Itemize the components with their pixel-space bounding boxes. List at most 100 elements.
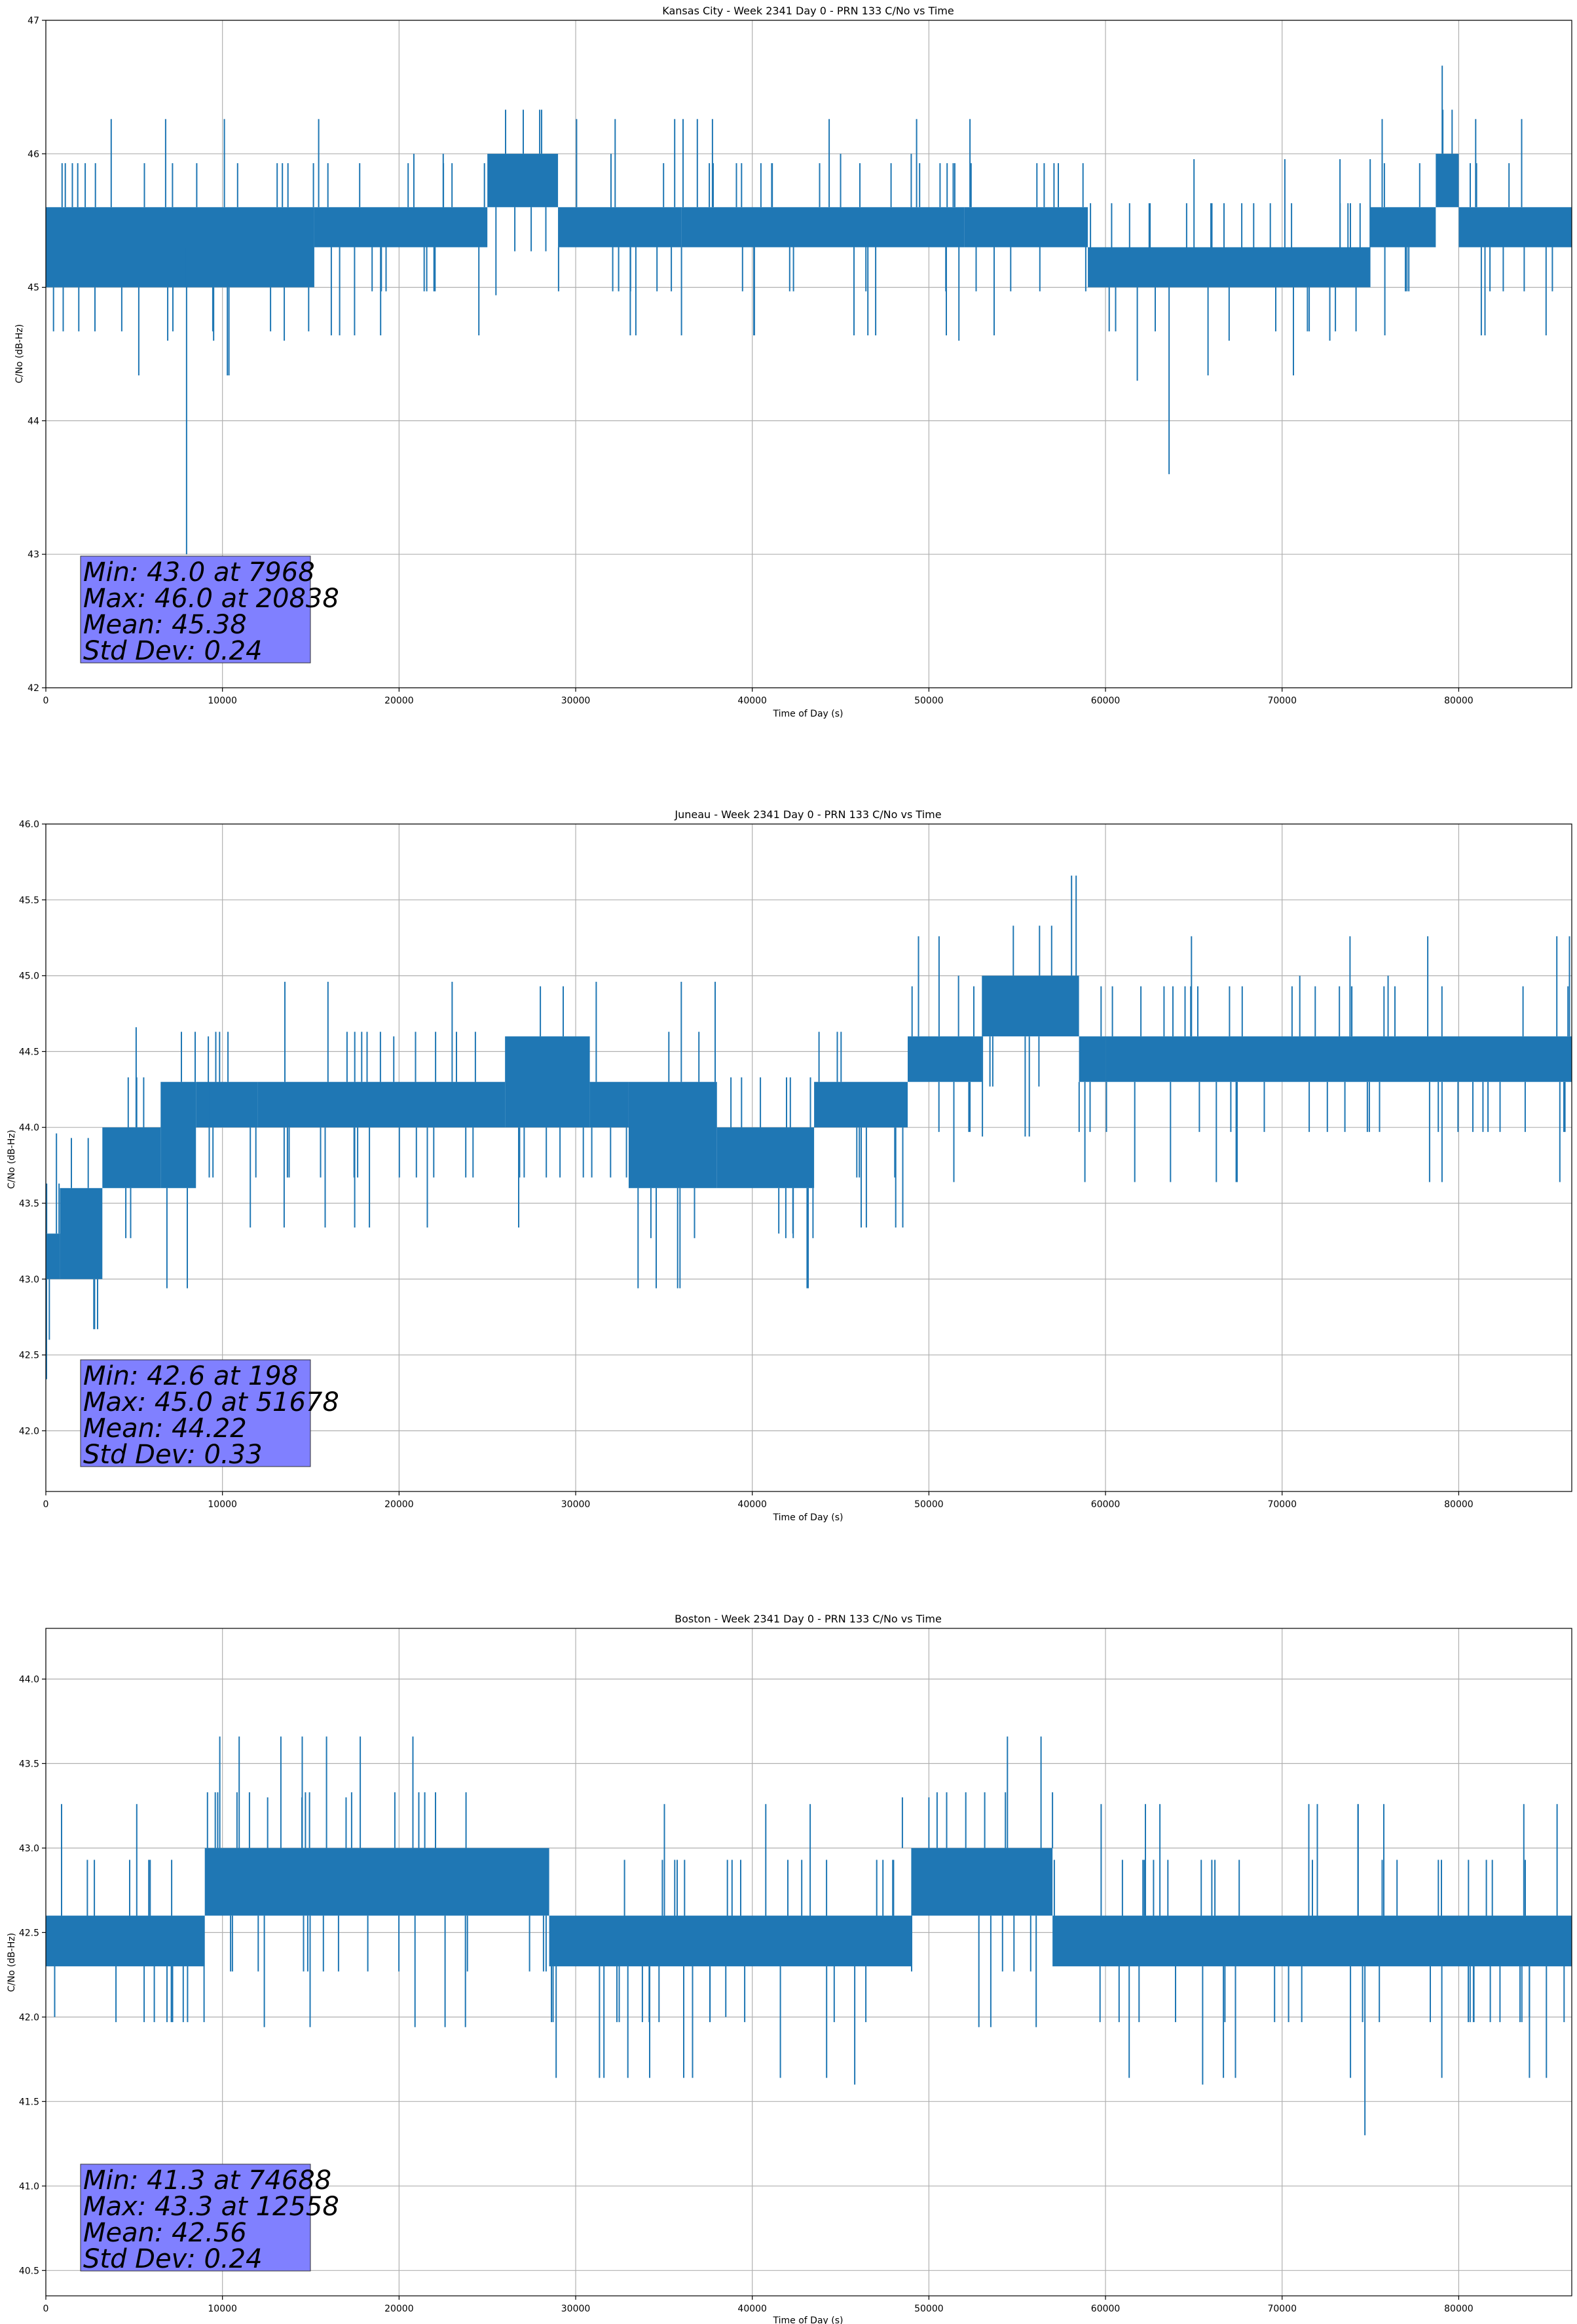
series-excursions xyxy=(1381,119,1420,335)
series-band xyxy=(1079,1036,1106,1082)
series-band xyxy=(204,1848,549,1916)
series-band xyxy=(1436,153,1459,208)
chart-kansas-city: Kansas City - Week 2341 Day 0 - PRN 133 … xyxy=(14,5,1572,719)
series-excursions xyxy=(637,981,716,1288)
y-tick-label: 41.5 xyxy=(19,2097,39,2107)
series-excursions xyxy=(1090,159,1371,376)
x-tick-label: 40000 xyxy=(737,2304,767,2314)
x-tick-label: 30000 xyxy=(561,2304,591,2314)
series-excursions xyxy=(208,1032,257,1228)
stats-box: Min: 42.6 at 198 Max: 45.0 at 51678 Mean… xyxy=(80,1359,339,1470)
x-tick-label: 70000 xyxy=(1267,1499,1297,1510)
y-tick-label: 40.5 xyxy=(19,2266,39,2276)
x-tick-label: 0 xyxy=(43,2304,49,2314)
x-tick-label: 10000 xyxy=(208,696,237,706)
series-band xyxy=(716,1127,815,1188)
stats-mean: Mean: 42.56 xyxy=(83,2218,247,2248)
series-excursions xyxy=(682,119,955,335)
series-band xyxy=(982,975,1079,1037)
series-band xyxy=(964,207,1088,248)
series-band xyxy=(1052,1915,1572,1966)
stats-box: Min: 41.3 at 74688 Max: 43.3 at 12558 Me… xyxy=(80,2164,339,2274)
series-excursions xyxy=(557,119,682,335)
stats-std-dev: Std Dev: 0.33 xyxy=(83,1440,263,1470)
x-tick-label: 60000 xyxy=(1091,2304,1121,2314)
series-excursions xyxy=(969,119,1086,335)
series-excursions xyxy=(911,1736,1054,2027)
x-tick-label: 20000 xyxy=(384,1499,414,1510)
stats-max: Max: 43.3 at 12558 xyxy=(83,2192,339,2222)
stats-mean: Mean: 45.38 xyxy=(83,610,247,640)
y-tick-label: 43 xyxy=(28,550,39,560)
stats-min: Min: 42.6 at 198 xyxy=(83,1361,298,1391)
series-band xyxy=(46,1915,205,1966)
series-excursions xyxy=(206,1736,547,2027)
y-axis-label: C/No (dB-Hz) xyxy=(7,1130,17,1189)
y-tick-label: 43.5 xyxy=(19,1759,39,1769)
series-excursions xyxy=(818,1032,904,1228)
x-tick-label: 30000 xyxy=(561,696,591,706)
y-tick-label: 42 xyxy=(28,683,39,694)
series-excursions xyxy=(1441,66,1453,154)
x-tick-label: 50000 xyxy=(914,2304,944,2314)
stats-min: Min: 43.0 at 7968 xyxy=(83,557,315,588)
x-axis-label: Time of Day (s) xyxy=(773,709,844,719)
series-excursions xyxy=(1470,119,1553,335)
y-tick-label: 44 xyxy=(28,416,39,426)
x-tick-label: 0 xyxy=(43,1499,49,1510)
series-band xyxy=(628,1081,717,1188)
series-band xyxy=(46,1233,60,1279)
x-tick-label: 20000 xyxy=(384,696,414,706)
series-band xyxy=(549,1915,912,1966)
series-band xyxy=(681,207,965,248)
stats-max: Max: 45.0 at 51678 xyxy=(83,1387,339,1417)
chart-juneau: Juneau - Week 2341 Day 0 - PRN 133 C/No … xyxy=(7,808,1572,1523)
chart-title: Kansas City - Week 2341 Day 0 - PRN 133 … xyxy=(662,5,954,17)
series-excursions xyxy=(551,1804,895,2078)
series-band xyxy=(814,1081,908,1128)
x-tick-label: 20000 xyxy=(384,2304,414,2314)
y-tick-label: 44.0 xyxy=(19,1123,39,1133)
x-tick-label: 80000 xyxy=(1444,696,1474,706)
y-axis-label: C/No (dB-Hz) xyxy=(14,324,25,383)
x-tick-label: 40000 xyxy=(737,696,767,706)
series-band xyxy=(1458,207,1572,248)
series-band xyxy=(160,1081,196,1188)
y-tick-label: 45 xyxy=(28,283,39,293)
x-tick-label: 80000 xyxy=(1444,2304,1474,2314)
stats-box-background xyxy=(80,1359,311,1467)
series-excursions xyxy=(1105,936,1570,1182)
y-tick-label: 47 xyxy=(28,16,39,26)
x-tick-label: 10000 xyxy=(208,2304,237,2314)
series-excursions xyxy=(1078,986,1102,1182)
y-tick-label: 42.5 xyxy=(19,1928,39,1938)
series-excursions xyxy=(591,981,627,1178)
series-band xyxy=(102,1127,161,1188)
series-band xyxy=(558,207,682,248)
series-band xyxy=(60,1188,103,1279)
x-tick-label: 70000 xyxy=(1267,696,1297,706)
series-excursions xyxy=(911,936,974,1182)
stats-max: Max: 46.0 at 20838 xyxy=(83,584,339,614)
stats-std-dev: Std Dev: 0.24 xyxy=(83,636,263,666)
stats-box: Min: 43.0 at 7968 Max: 46.0 at 20838 Mea… xyxy=(80,555,339,666)
y-tick-label: 43.0 xyxy=(19,1843,39,1854)
plot-frame xyxy=(45,823,1572,1492)
plot-frame xyxy=(45,1628,1572,2296)
x-tick-label: 10000 xyxy=(208,1499,237,1510)
series-band xyxy=(589,1081,629,1128)
x-tick-label: 50000 xyxy=(914,696,944,706)
y-tick-label: 44.5 xyxy=(19,1047,39,1057)
y-tick-label: 42.0 xyxy=(19,2012,39,2023)
x-tick-label: 50000 xyxy=(914,1499,944,1510)
stats-std-dev: Std Dev: 0.24 xyxy=(83,2244,263,2274)
y-tick-label: 42.5 xyxy=(19,1351,39,1361)
x-axis-label: Time of Day (s) xyxy=(773,2315,844,2324)
y-tick-label: 43.0 xyxy=(19,1275,39,1285)
series-band xyxy=(505,1036,590,1128)
series-band xyxy=(46,207,314,288)
x-tick-label: 40000 xyxy=(737,1499,767,1510)
stats-box-background xyxy=(80,555,311,664)
series-excursions xyxy=(61,1804,205,2023)
